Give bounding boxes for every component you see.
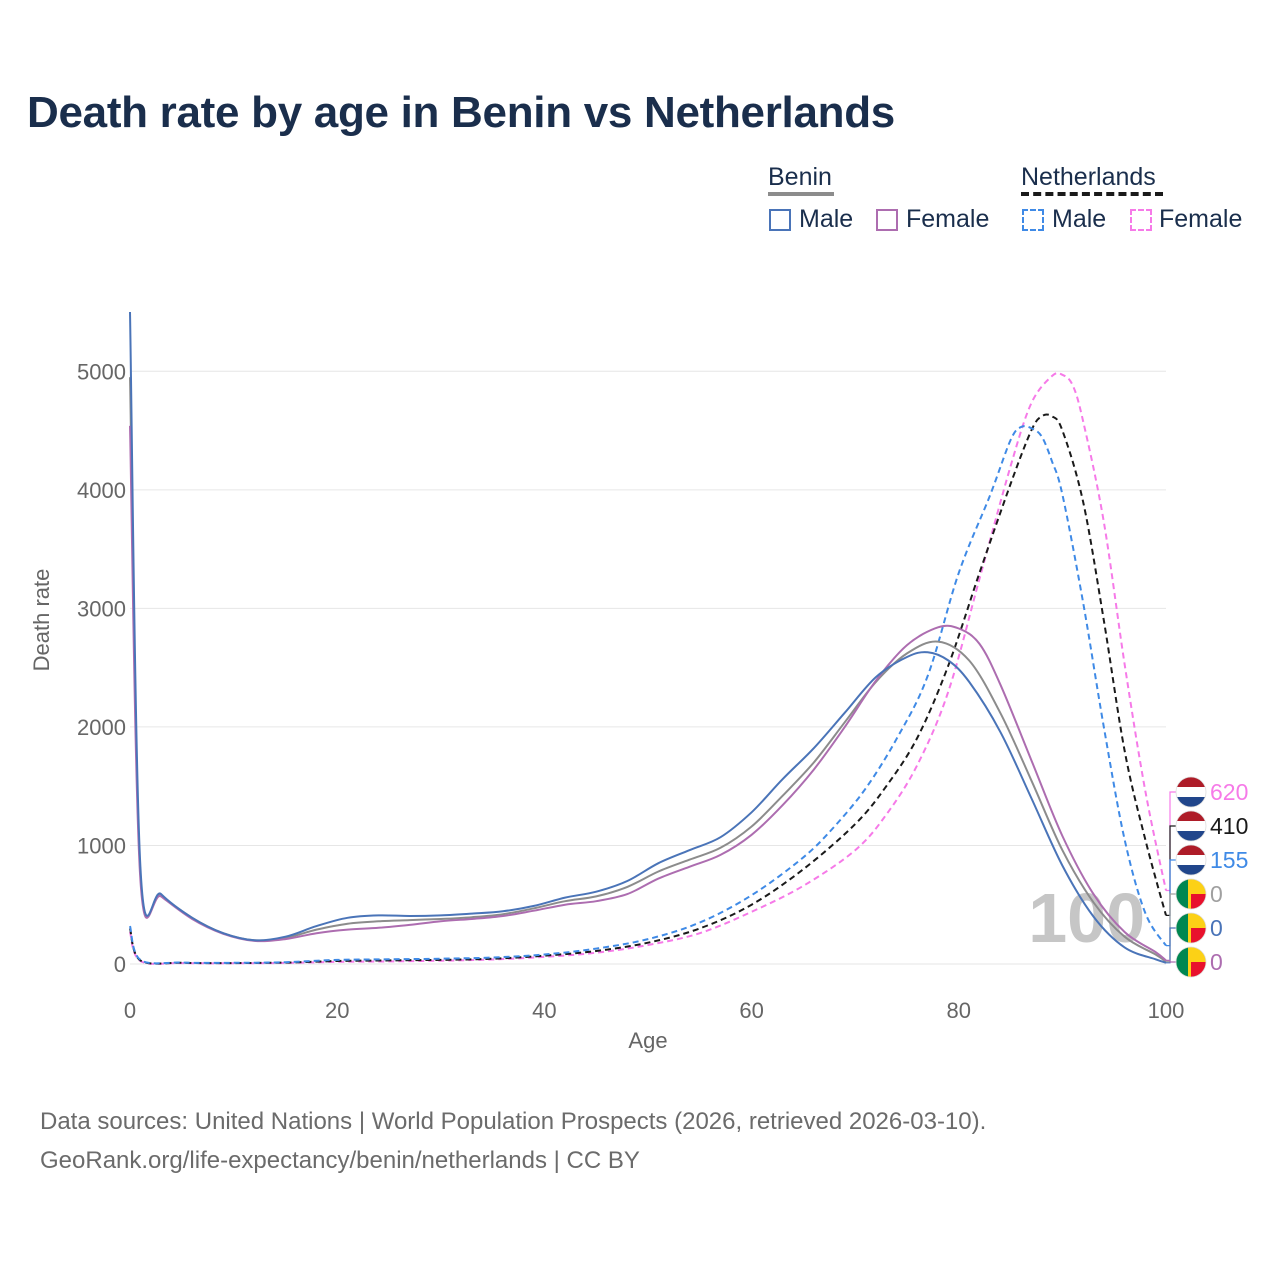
footer-source: Data sources: United Nations | World Pop… <box>40 1108 987 1135</box>
end-label-nl-total: 410 <box>1166 810 1248 916</box>
end-label-connector <box>1166 959 1176 963</box>
legend-swatch-benin-male <box>769 209 791 231</box>
x-tick-label: 0 <box>124 998 136 1023</box>
end-label-connector <box>1166 859 1176 947</box>
legend-item-benin-female[interactable]: Female <box>906 205 990 233</box>
end-label-connector <box>1166 927 1176 964</box>
series-line-benin-female[interactable] <box>129 425 1167 962</box>
x-tick-label: 60 <box>739 998 763 1023</box>
end-label-nl-male: 155 <box>1166 844 1248 947</box>
end-label-benin-male: 0 <box>1166 912 1223 964</box>
y-tick-label: 5000 <box>77 359 126 384</box>
netherlands-flag-icon <box>1176 845 1206 875</box>
series-line-nl-total[interactable] <box>129 413 1167 965</box>
y-tick-label: 4000 <box>77 478 126 503</box>
end-label-value: 0 <box>1210 949 1223 975</box>
end-label-connector <box>1166 825 1176 916</box>
x-axis-label: Age <box>628 1028 667 1053</box>
x-tick-label: 80 <box>947 998 971 1023</box>
y-tick-label: 1000 <box>77 833 126 858</box>
end-label-benin-total: 0 <box>1166 878 1223 963</box>
benin-flag-icon <box>1176 947 1206 977</box>
end-label-value: 155 <box>1210 847 1248 873</box>
legend-item-nl-male[interactable]: Male <box>1052 205 1107 233</box>
legend-swatch-benin-female <box>876 209 898 231</box>
end-label-value: 0 <box>1210 881 1223 907</box>
end-label-value: 410 <box>1210 813 1248 839</box>
series-line-benin-male[interactable] <box>129 311 1167 964</box>
benin-flag-icon <box>1176 879 1206 909</box>
footer-link[interactable]: GeoRank.org/life-expectancy/benin/nether… <box>40 1147 640 1174</box>
x-tick-label: 40 <box>532 998 556 1023</box>
legend-item-benin-male[interactable]: Male <box>799 205 854 233</box>
legend-netherlands-line <box>1021 192 1163 196</box>
legend-group-netherlands[interactable]: Netherlands <box>1021 163 1156 191</box>
legend-swatch-nl-female <box>1130 209 1152 231</box>
netherlands-flag-icon <box>1176 811 1206 841</box>
netherlands-flag-icon <box>1176 777 1206 807</box>
end-label-value: 0 <box>1210 915 1223 941</box>
legend-swatch-nl-male <box>1022 209 1044 231</box>
series-line-nl-male[interactable] <box>129 425 1167 965</box>
y-tick-label: 0 <box>114 952 126 977</box>
legend-group-benin[interactable]: Benin <box>768 163 832 191</box>
legend-benin-line <box>768 192 834 196</box>
benin-flag-icon <box>1176 913 1206 943</box>
x-tick-label: 100 <box>1148 998 1185 1023</box>
end-label-connector <box>1166 791 1176 892</box>
end-label-benin-female: 0 <box>1166 946 1223 978</box>
series-line-nl-female[interactable] <box>129 372 1167 965</box>
y-tick-label: 2000 <box>77 715 126 740</box>
x-tick-label: 20 <box>325 998 349 1023</box>
end-label-nl-female: 620 <box>1166 776 1248 892</box>
y-tick-label: 3000 <box>77 596 126 621</box>
chart-title: Death rate by age in Benin vs Netherland… <box>27 88 895 137</box>
y-axis-label: Death rate <box>29 569 54 672</box>
end-label-value: 620 <box>1210 779 1248 805</box>
legend-item-nl-female[interactable]: Female <box>1159 205 1243 233</box>
